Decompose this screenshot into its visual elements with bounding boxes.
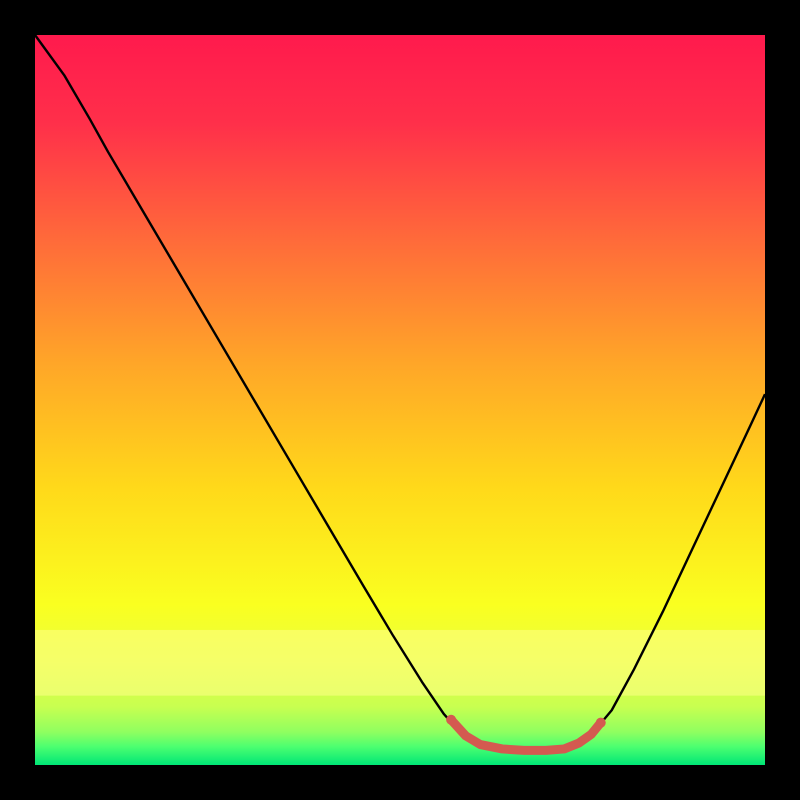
yellow-tolerance-band (35, 630, 765, 696)
highlight-endcap (446, 715, 456, 725)
highlight-endcap (596, 718, 606, 728)
chart-container: TheBottleneck.com (0, 0, 800, 800)
bottleneck-chart (0, 0, 800, 800)
